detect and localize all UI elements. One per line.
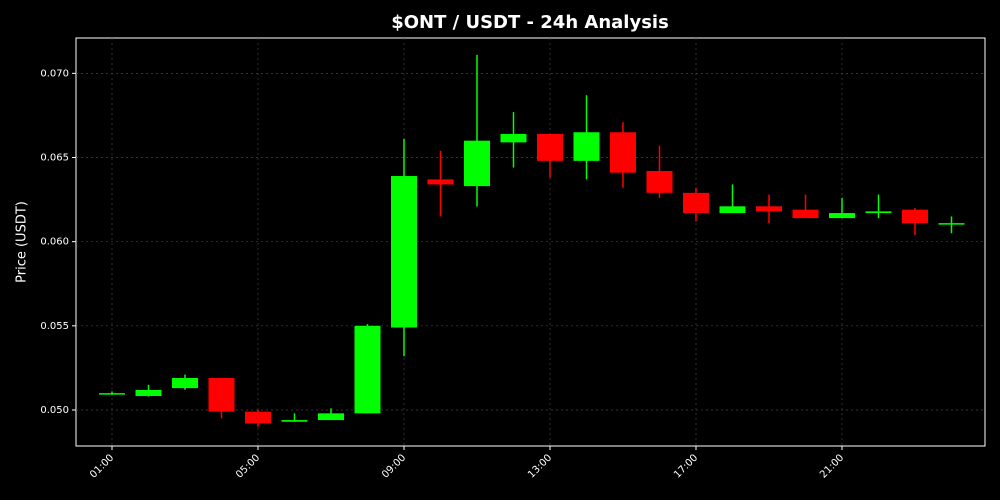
candle-body [354, 325, 381, 414]
candle-body [573, 132, 600, 161]
candle-body [646, 170, 673, 193]
candle-body [427, 179, 454, 185]
candle-body [609, 132, 636, 173]
y-tick-label: 0.050 [40, 405, 69, 416]
candle-body [208, 378, 235, 412]
candle-body [244, 411, 271, 424]
candle-body [500, 133, 527, 143]
candle-body [536, 133, 563, 161]
candle-body [901, 209, 928, 224]
candle-body [281, 420, 308, 422]
candle-body [755, 206, 782, 212]
candle-body [463, 140, 490, 187]
candle-body [792, 209, 819, 219]
y-axis-label: Price (USDT) [15, 201, 30, 283]
candle-body [865, 211, 892, 214]
candle-body [135, 389, 162, 397]
candle-body [938, 223, 965, 225]
y-tick-label: 0.070 [40, 68, 69, 79]
candle-body [682, 192, 709, 214]
chart-title: $ONT / USDT - 24h Analysis [391, 12, 669, 33]
candle-body [171, 378, 198, 389]
candle-body [390, 176, 417, 328]
y-tick-label: 0.065 [40, 153, 69, 164]
y-tick-label: 0.055 [40, 321, 69, 332]
candle-body [98, 393, 125, 395]
candle-body [828, 213, 855, 219]
y-tick-label: 0.060 [40, 237, 69, 248]
candle-body [317, 413, 344, 421]
candle-body [719, 206, 746, 214]
